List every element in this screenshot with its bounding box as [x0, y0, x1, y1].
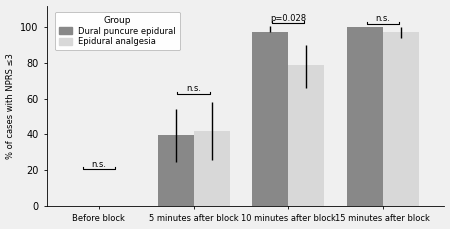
- Text: n.s.: n.s.: [91, 160, 106, 169]
- Bar: [158, 135, 194, 206]
- Text: p=0.028: p=0.028: [270, 14, 306, 23]
- Bar: [288, 65, 324, 206]
- Y-axis label: % of cases with NPRS ≤3: % of cases with NPRS ≤3: [5, 53, 14, 159]
- Bar: [252, 32, 288, 206]
- Text: n.s.: n.s.: [186, 84, 201, 93]
- Bar: [194, 131, 230, 206]
- Bar: [383, 33, 419, 206]
- Legend: Dural puncure epidural, Epidural analgesia: Dural puncure epidural, Epidural analges…: [55, 12, 180, 50]
- Text: n.s.: n.s.: [375, 14, 391, 23]
- Bar: [347, 27, 383, 206]
